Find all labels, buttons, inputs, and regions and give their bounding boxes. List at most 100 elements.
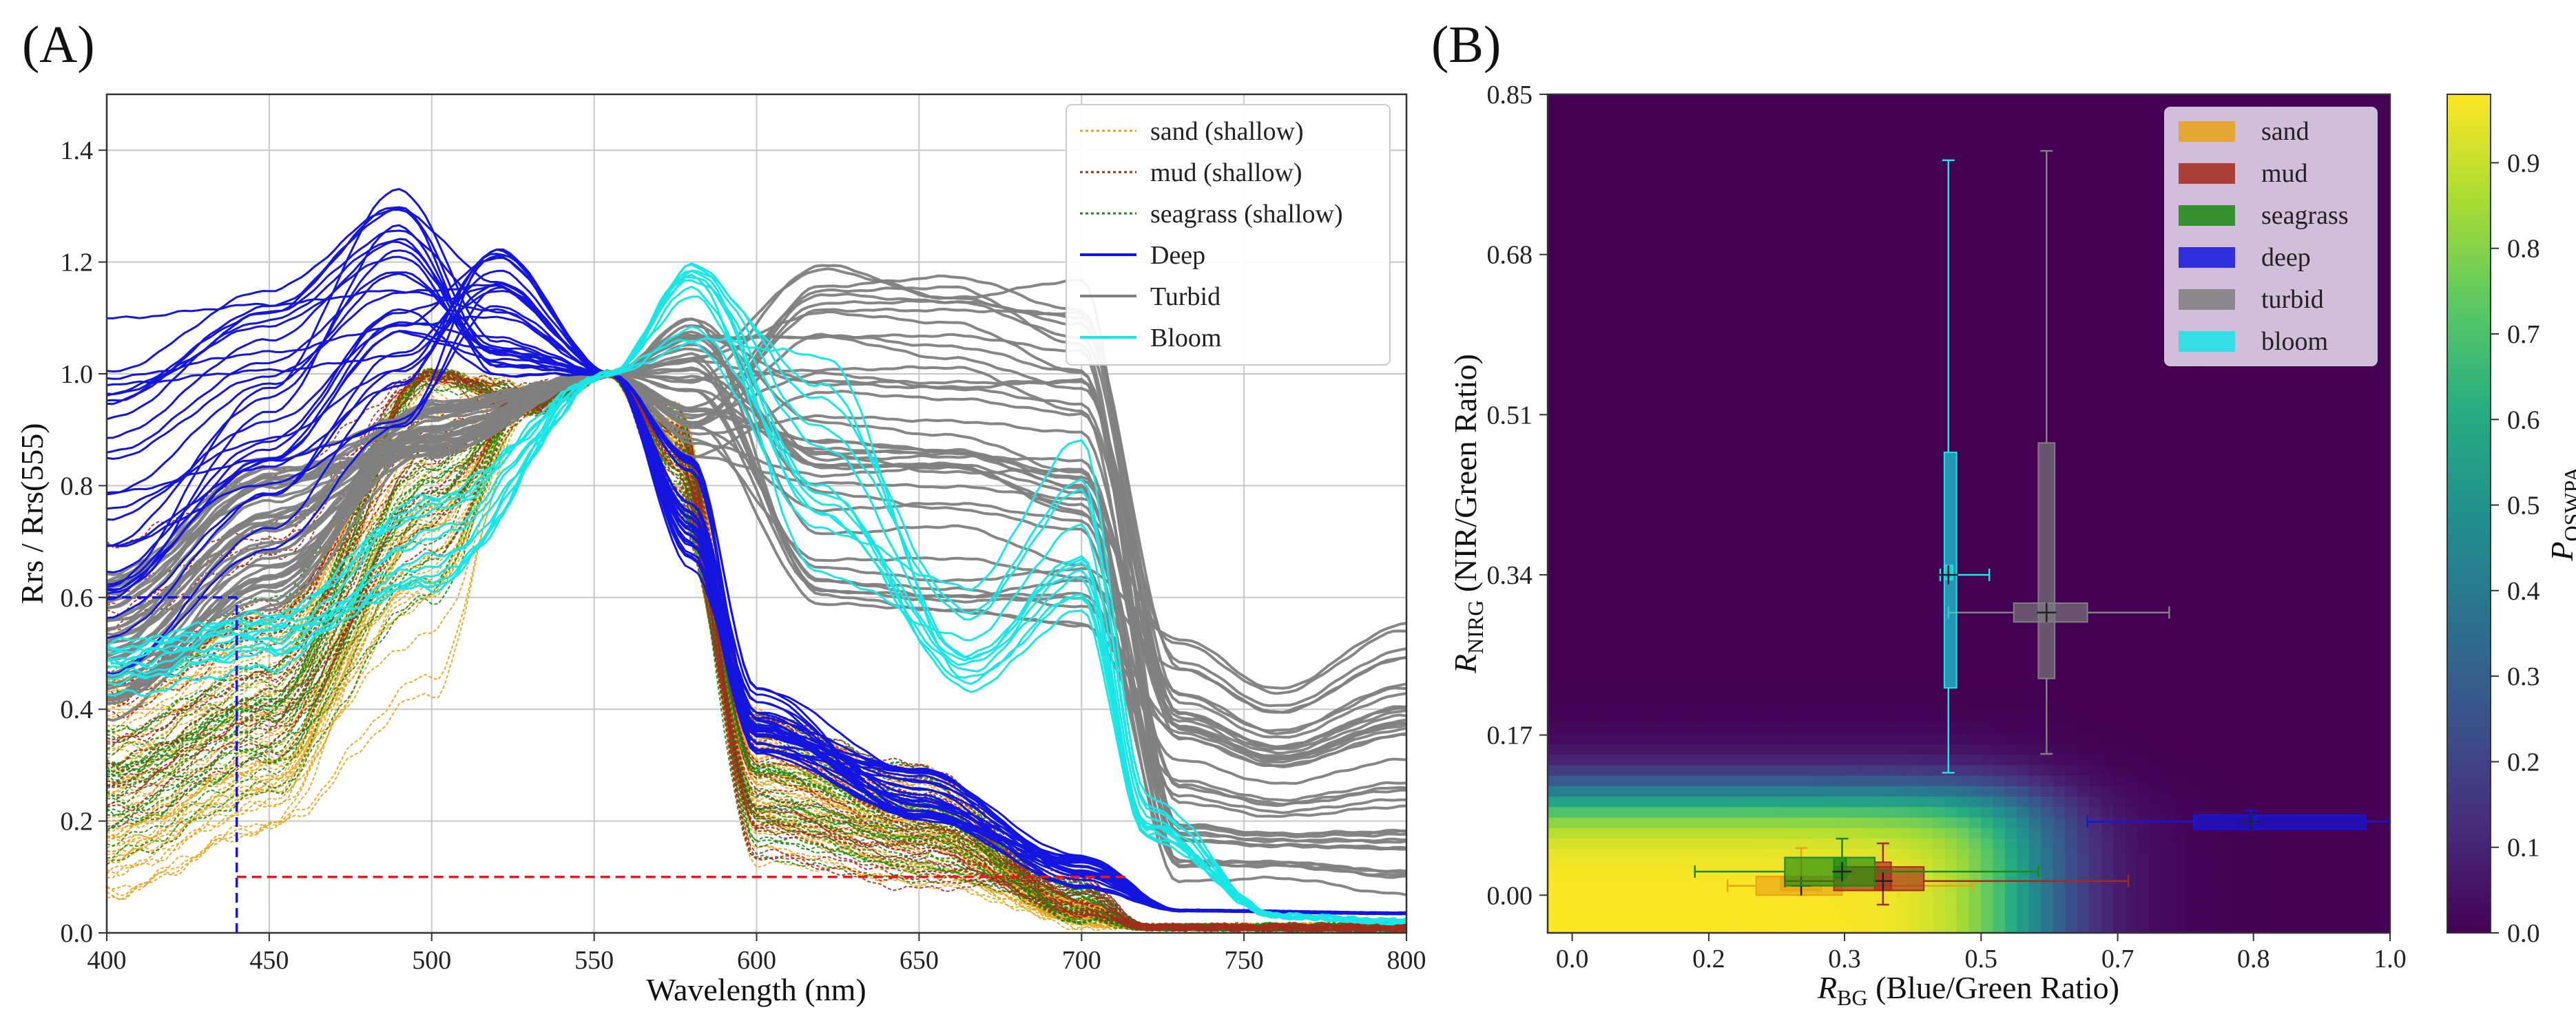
- heatmap-cell: [2065, 461, 2078, 472]
- heatmap-cell: [1548, 440, 1561, 452]
- heatmap-cell: [1716, 356, 1729, 368]
- heatmap-cell: [2294, 555, 2307, 567]
- heatmap-cell: [1884, 492, 1898, 504]
- heatmap-cell: [2269, 555, 2283, 567]
- heatmap-cell: [1872, 430, 1885, 441]
- mud-spectrum: [107, 370, 1406, 932]
- heatmap-cell: [1716, 566, 1729, 578]
- heatmap-cell: [1583, 125, 1597, 137]
- heatmap-cell: [2173, 733, 2186, 745]
- heatmap-cell: [2209, 94, 2223, 106]
- heatmap-cell: [1716, 660, 1729, 672]
- heatmap-cell: [1860, 545, 1873, 556]
- heatmap-cell: [1559, 283, 1572, 295]
- heatmap-cell: [1668, 649, 1681, 661]
- heatmap-cell: [1860, 419, 1873, 430]
- heatmap-cell: [2017, 377, 2030, 389]
- heatmap-cell: [1559, 157, 1572, 169]
- heatmap-cell: [1812, 450, 1825, 462]
- heatmap-cell: [1812, 629, 1825, 640]
- y-tick-label: 0.8: [61, 472, 94, 501]
- heatmap-cell: [2028, 125, 2042, 137]
- heatmap-cell: [1668, 576, 1681, 588]
- heatmap-cell: [1668, 639, 1681, 651]
- heatmap-cell: [1571, 408, 1585, 420]
- heatmap-cell: [1788, 209, 1801, 221]
- heatmap-cell: [1643, 346, 1657, 357]
- heatmap-cell: [2004, 503, 2018, 514]
- heatmap-cell: [1860, 440, 1873, 452]
- heatmap-cell: [1896, 178, 1909, 189]
- heatmap-cell: [1980, 157, 1994, 169]
- heatmap-cell: [2161, 660, 2174, 672]
- heatmap-cell: [1692, 366, 1705, 378]
- heatmap-cell: [2233, 524, 2247, 536]
- heatmap-cell: [1583, 723, 1597, 735]
- heatmap-cell: [2378, 272, 2390, 284]
- heatmap-cell: [1764, 304, 1777, 315]
- heatmap-cell: [2149, 314, 2162, 326]
- heatmap-cell: [2366, 461, 2379, 472]
- heatmap-cell: [1595, 440, 1609, 452]
- heatmap-cell: [1909, 597, 1922, 609]
- heatmap-cell: [1993, 147, 2006, 158]
- heatmap-cell: [1776, 660, 1789, 672]
- heatmap-cell: [1933, 671, 1946, 682]
- heatmap-cell: [2113, 178, 2126, 189]
- heatmap-cell: [2077, 450, 2090, 462]
- heatmap-cell: [2221, 461, 2234, 472]
- heatmap-cell: [2089, 346, 2102, 357]
- heatmap-cell: [2077, 639, 2090, 651]
- heatmap-cell: [1812, 324, 1825, 336]
- heatmap-cell: [1824, 178, 1838, 189]
- heatmap-cell: [2101, 775, 2114, 787]
- heatmap-cell: [2161, 691, 2174, 703]
- heatmap-cell: [1884, 639, 1898, 651]
- heatmap-cell: [1692, 733, 1705, 745]
- heatmap-cell: [2004, 775, 2018, 787]
- heatmap-cell: [2065, 639, 2078, 651]
- heatmap-cell: [1583, 220, 1597, 231]
- heatmap-cell: [1692, 681, 1705, 693]
- heatmap-cell: [2017, 209, 2030, 221]
- heatmap-cell: [2028, 408, 2042, 420]
- heatmap-cell: [1704, 94, 1717, 106]
- heatmap-cell: [2209, 461, 2223, 472]
- heatmap-cell: [1980, 430, 1994, 441]
- heatmap-cell: [1909, 251, 1922, 263]
- heatmap-cell: [2077, 566, 2090, 578]
- heatmap-cell: [2137, 639, 2150, 651]
- heatmap-cell: [1548, 618, 1561, 630]
- heatmap-cell: [2197, 388, 2210, 399]
- heatmap-cell: [2149, 199, 2162, 211]
- heatmap-cell: [1668, 304, 1681, 315]
- heatmap-cell: [2004, 356, 2018, 368]
- heatmap-cell: [1680, 293, 1693, 305]
- heatmap-cell: [2113, 136, 2126, 147]
- heatmap-cell: [1993, 691, 2006, 703]
- heatmap-cell: [2077, 105, 2090, 116]
- heatmap-cell: [2354, 94, 2367, 106]
- heatmap-cell: [2161, 430, 2174, 441]
- heatmap-cell: [1752, 733, 1765, 745]
- heatmap-cell: [1969, 262, 1982, 273]
- heatmap-cell: [1909, 733, 1922, 745]
- heatmap-cell: [1957, 178, 1970, 189]
- heatmap-cell: [1776, 136, 1789, 147]
- heatmap-cell: [2053, 514, 2066, 525]
- heatmap-cell: [1740, 587, 1753, 598]
- heatmap-cell: [1812, 105, 1825, 116]
- heatmap-cell: [2101, 587, 2114, 598]
- heatmap-cell: [2017, 241, 2030, 253]
- heatmap-cell: [2378, 587, 2390, 598]
- heatmap-cell: [2137, 765, 2150, 777]
- heatmap-cell: [1800, 283, 1814, 295]
- turbid-spectrum: [107, 333, 1406, 760]
- heatmap-cell: [1980, 262, 1994, 273]
- heatmap-cell: [1933, 115, 1946, 127]
- heatmap-cell: [2342, 534, 2355, 546]
- heatmap-cell: [2017, 304, 2030, 315]
- heatmap-cell: [2161, 681, 2174, 693]
- heatmap-cell: [2329, 786, 2343, 797]
- heatmap-cell: [2017, 555, 2030, 567]
